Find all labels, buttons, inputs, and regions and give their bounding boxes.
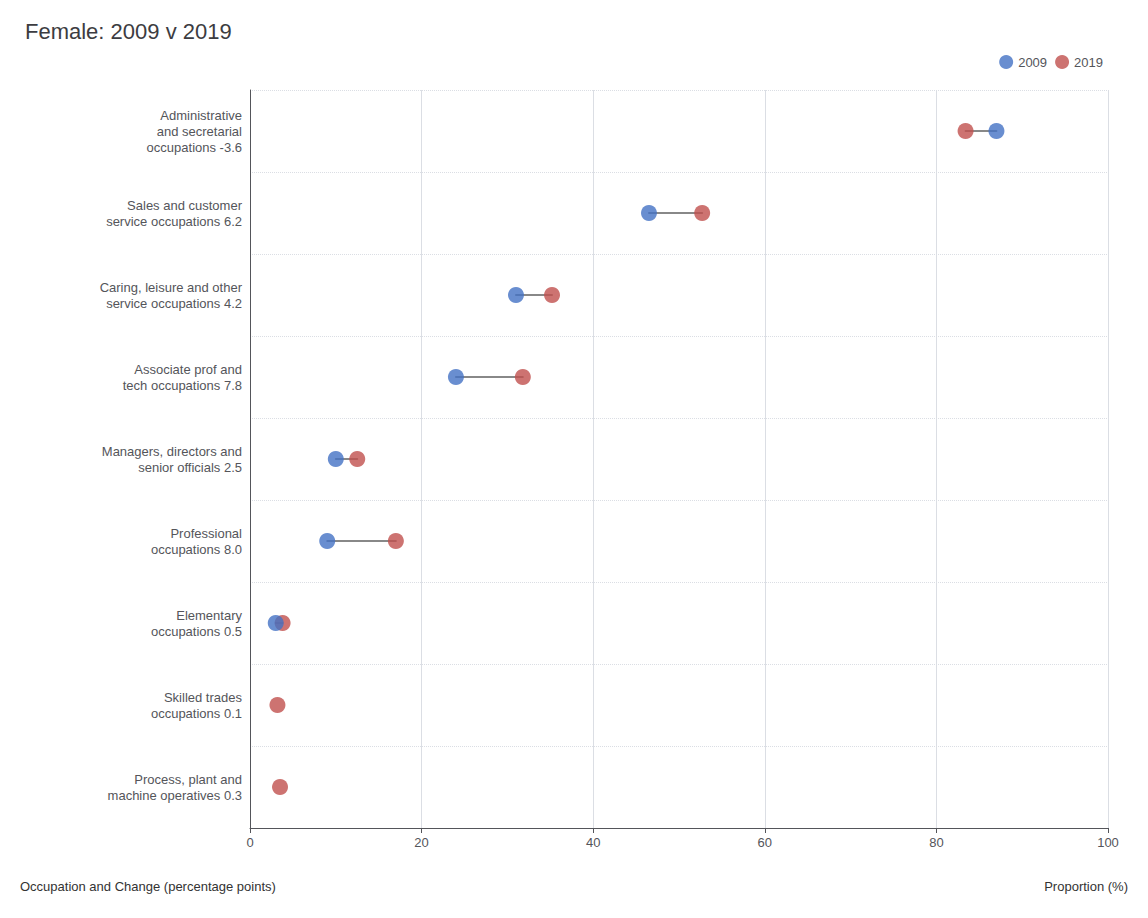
svg-text:2009: 2009 bbox=[1018, 55, 1047, 70]
svg-text:Sales and customer: Sales and customer bbox=[127, 198, 243, 213]
svg-text:Process, plant and: Process, plant and bbox=[134, 772, 242, 787]
svg-text:0: 0 bbox=[246, 835, 253, 850]
svg-text:Professional: Professional bbox=[170, 526, 242, 541]
svg-text:senior officials 2.5: senior officials 2.5 bbox=[138, 460, 242, 475]
svg-text:20: 20 bbox=[414, 835, 428, 850]
svg-text:occupations 0.1: occupations 0.1 bbox=[151, 706, 242, 721]
svg-text:Managers, directors and: Managers, directors and bbox=[102, 444, 242, 459]
svg-text:Elementary: Elementary bbox=[176, 608, 242, 623]
svg-text:Caring, leisure and other: Caring, leisure and other bbox=[100, 280, 243, 295]
svg-text:80: 80 bbox=[929, 835, 943, 850]
svg-text:tech occupations 7.8: tech occupations 7.8 bbox=[123, 378, 242, 393]
svg-text:Proportion (%): Proportion (%) bbox=[1044, 879, 1128, 894]
svg-text:Female: 2009 v 2019: Female: 2009 v 2019 bbox=[25, 19, 232, 44]
svg-text:60: 60 bbox=[758, 835, 772, 850]
svg-text:Skilled trades: Skilled trades bbox=[164, 690, 243, 705]
svg-text:service occupations 4.2: service occupations 4.2 bbox=[106, 296, 242, 311]
svg-text:40: 40 bbox=[586, 835, 600, 850]
svg-text:and secretarial: and secretarial bbox=[157, 124, 242, 139]
svg-text:2019: 2019 bbox=[1074, 55, 1103, 70]
svg-text:machine operatives 0.3: machine operatives 0.3 bbox=[108, 788, 242, 803]
svg-text:occupations -3.6: occupations -3.6 bbox=[147, 140, 242, 155]
svg-text:service occupations 6.2: service occupations 6.2 bbox=[106, 214, 242, 229]
svg-text:Occupation and Change (percent: Occupation and Change (percentage points… bbox=[20, 879, 276, 894]
svg-text:Administrative: Administrative bbox=[160, 108, 242, 123]
svg-text:Associate prof and: Associate prof and bbox=[134, 362, 242, 377]
svg-text:100: 100 bbox=[1097, 835, 1119, 850]
svg-text:occupations 0.5: occupations 0.5 bbox=[151, 624, 242, 639]
svg-text:occupations 8.0: occupations 8.0 bbox=[151, 542, 242, 557]
